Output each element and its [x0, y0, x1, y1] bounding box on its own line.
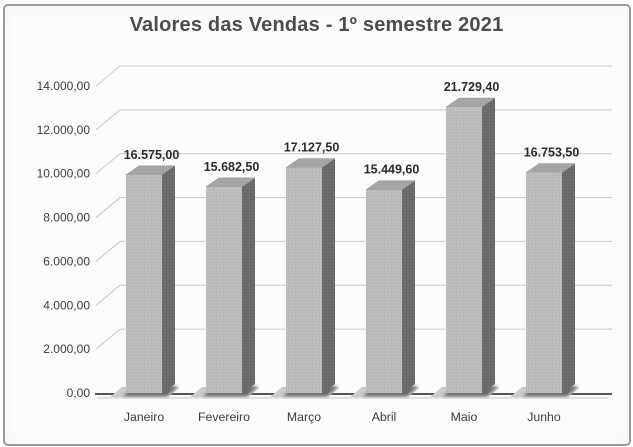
x-axis-label-janeiro: Janeiro [124, 410, 164, 424]
gridline-depth-tick-6000 [95, 241, 121, 262]
bar-front-face-junho [526, 172, 562, 393]
value-label-janeiro: 16.575,00 [124, 148, 180, 162]
y-axis-label-2000: 2.000,00 [43, 342, 90, 356]
bar-side-face-fevereiro [242, 177, 255, 393]
x-axis-label-marco: Março [287, 410, 321, 424]
y-axis-label-0: 0,00 [67, 386, 91, 400]
y-axis-label-6000: 6.000,00 [43, 254, 90, 268]
bar-front-face-fevereiro [206, 186, 242, 393]
value-label-fevereiro: 15.682,50 [204, 160, 260, 174]
gridline-depth-tick-8000 [95, 197, 121, 218]
bar-front-face-marco [286, 167, 322, 393]
x-axis-label-fevereiro: Fevereiro [198, 410, 250, 424]
y-axis-label-10000: 10.000,00 [37, 167, 91, 181]
y-axis-label-4000: 4.000,00 [43, 298, 90, 312]
value-label-marco: 17.127,50 [284, 141, 340, 155]
bar-front-face-maio [446, 107, 482, 394]
gridline-depth-tick-10000 [95, 153, 121, 175]
bar-front-face-janeiro [126, 174, 162, 393]
bar-front-face-abril [366, 189, 402, 393]
gridline-depth-tick-12000 [95, 109, 121, 131]
bar-side-face-abril [402, 180, 415, 393]
x-axis-label-abril: Abril [372, 410, 397, 424]
gridline-depth-tick-14000 [95, 65, 121, 87]
x-axis-label-junho: Junho [527, 410, 561, 424]
value-label-abril: 15.449,60 [364, 163, 420, 177]
bar-side-face-junho [562, 163, 575, 393]
gridline-depth-tick-4000 [95, 284, 121, 306]
value-label-maio: 21.729,40 [444, 80, 500, 94]
bar-side-face-maio [482, 98, 495, 394]
value-label-junho: 16.753,50 [524, 146, 580, 160]
y-axis-label-14000: 14.000,00 [37, 79, 91, 93]
y-axis-label-12000: 12.000,00 [37, 123, 91, 137]
y-axis-label-8000: 8.000,00 [43, 211, 90, 225]
chart-title: Valores das Vendas - 1º semestre 2021 [129, 14, 504, 36]
x-axis-label-maio: Maio [451, 410, 478, 424]
bar-side-face-janeiro [162, 165, 175, 393]
bar-side-face-marco [322, 158, 335, 393]
gridline-depth-tick-2000 [95, 328, 121, 350]
